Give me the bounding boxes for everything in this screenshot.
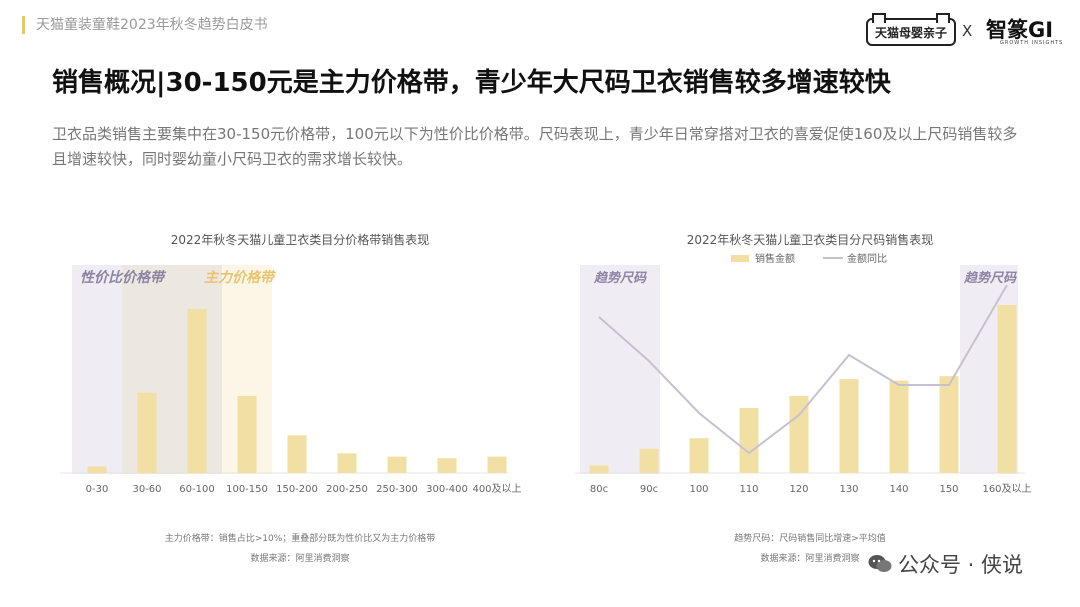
band-value [72, 265, 122, 474]
watermark: 公众号 · 侠说 [868, 549, 1023, 579]
annotation-value-band: 性价比价格带 [80, 269, 167, 286]
price-bar [137, 392, 157, 473]
price-bar [87, 466, 107, 473]
legend-label-line: 金额同比 [847, 252, 887, 265]
size-bar [589, 465, 609, 473]
size-bar [997, 305, 1017, 473]
x-tick-label: 100-150 [226, 484, 268, 495]
chart1-plot: 性价比价格带 主力价格带 0-30 30-60 60-100 100-150 150-2… [60, 265, 522, 495]
x-tick-label: 100 [689, 484, 708, 495]
x-tick-label: 140 [889, 484, 908, 495]
chart2-source: 数据来源：阿里消费洞察 [760, 554, 860, 564]
band-overlap [122, 265, 222, 474]
size-bar [689, 438, 709, 473]
band-trend-left [580, 265, 660, 474]
x-tick-label: 110 [739, 484, 758, 495]
size-bar [739, 407, 759, 473]
partner-logo-subtitle: GROWTH INSIGHTS [1000, 40, 1064, 46]
watermark-text: 公众号 · 侠说 [898, 553, 1024, 577]
page-title: 销售概况|30-150元是主力价格带，青少年大尺码卫衣销售较多增速较快 [52, 68, 891, 98]
logo-ear-icon [872, 13, 886, 23]
header-accent-bar [22, 16, 25, 34]
legend-swatch-bar [731, 255, 749, 262]
partner-logo: 智篆GI [986, 18, 1054, 42]
annotation-trend-left: 趋势尺码 [593, 270, 648, 286]
chart1-title: 2022年秋冬天猫儿童卫衣类目分价格带销售表现 [170, 233, 430, 247]
x-tick-label: 400及以上 [472, 483, 521, 495]
price-bar [287, 435, 307, 473]
size-bar [839, 379, 859, 473]
logo-separator: X [962, 22, 973, 40]
x-tick-label: 250-300 [376, 484, 418, 495]
tmall-logo: 天猫母婴亲子 [866, 13, 956, 46]
size-bar [939, 376, 959, 473]
x-tick-label: 200-250 [326, 484, 368, 495]
x-tick-label: 150-200 [276, 484, 318, 495]
page-description: 卫衣品类销售主要集中在30-150元价格带，100元以下为性价比价格带。尺码表现… [52, 125, 1018, 168]
report-title: 天猫童装童鞋2023年秋冬趋势白皮书 [36, 17, 268, 33]
price-bar [337, 453, 357, 473]
annotation-main-band: 主力价格带 [204, 269, 277, 286]
x-tick-label: 60-100 [179, 484, 214, 495]
chart2-plot: 趋势尺码 趋势尺码 销售金额 金额同比 80c 90c 100 110 120 130 14… [575, 252, 1032, 495]
chart1-source: 数据来源：阿里消费洞察 [250, 554, 350, 564]
x-tick-label: 130 [839, 484, 858, 495]
x-tick-label: 160及以上 [982, 483, 1031, 495]
wechat-icon [868, 555, 892, 572]
size-bar [889, 380, 909, 473]
price-bar [237, 395, 257, 473]
annotation-trend-right: 趋势尺码 [963, 270, 1018, 286]
x-tick-label: 0-30 [86, 484, 109, 495]
legend-label-bar: 销售金额 [755, 252, 795, 265]
price-bar [187, 309, 207, 473]
size-bar [639, 448, 659, 473]
price-bar [387, 456, 407, 473]
price-bar [487, 456, 507, 473]
x-tick-label: 120 [789, 484, 808, 495]
x-tick-label: 90c [640, 484, 658, 495]
x-tick-label: 30-60 [132, 484, 161, 495]
chart2-title: 2022年秋冬天猫儿童卫衣类目分尺码销售表现 [686, 233, 934, 247]
yoy-growth-line [598, 284, 1008, 455]
tmall-logo-text: 天猫母婴亲子 [874, 25, 947, 40]
size-bar [789, 395, 809, 473]
price-bar [437, 458, 457, 473]
logo-ear-icon [936, 13, 950, 23]
chart1-footnote: 主力价格带：销售占比>10%；重叠部分既为性价比又为主力价格带 [164, 534, 436, 544]
chart2-footnote: 趋势尺码：尺码销售同比增速>平均值 [734, 534, 886, 544]
x-tick-label: 300-400 [426, 484, 468, 495]
x-tick-label: 80c [590, 484, 608, 495]
x-tick-label: 150 [939, 484, 958, 495]
